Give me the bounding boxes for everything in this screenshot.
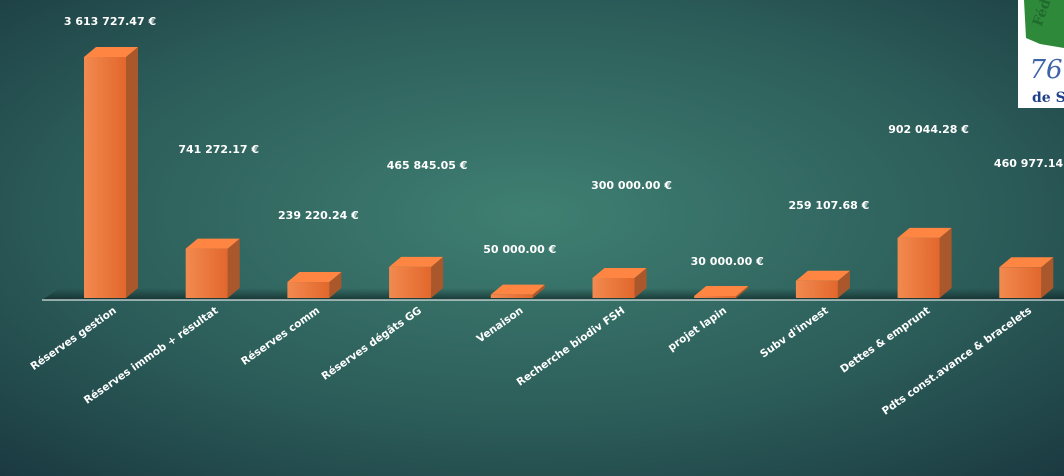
- logo-text: de S: [1032, 90, 1064, 106]
- bar: [694, 295, 737, 298]
- logo: Féd 76 de S: [1018, 0, 1064, 108]
- bar-side: [532, 284, 545, 298]
- value-label: 902 044.28 €: [888, 123, 969, 136]
- bar-top: [389, 256, 444, 267]
- bar-side: [634, 267, 647, 298]
- bar-top: [999, 257, 1054, 268]
- bar: [389, 266, 432, 298]
- value-label: 460 977.14 €: [994, 157, 1064, 170]
- bar-side: [1041, 257, 1054, 298]
- value-label: 239 220.24 €: [278, 209, 359, 222]
- bar-side: [939, 227, 952, 298]
- bar: [897, 237, 940, 298]
- bar-top: [84, 47, 138, 57]
- bar-side: [837, 270, 850, 298]
- bar-side: [329, 272, 342, 298]
- bar-top: [694, 285, 749, 296]
- bar: [795, 280, 838, 298]
- value-label: 3 613 727.47 €: [64, 15, 156, 28]
- bar-side: [227, 238, 240, 298]
- bar-top: [592, 267, 647, 278]
- value-label: 465 845.05 €: [387, 159, 468, 172]
- bar: [287, 282, 330, 298]
- bar-top: [287, 272, 342, 283]
- logo-emblem: [1024, 0, 1064, 48]
- value-label: 50 000.00 €: [483, 243, 556, 256]
- bar-top: [490, 284, 545, 295]
- bar: [999, 267, 1042, 298]
- value-label: 741 272.17 €: [178, 143, 259, 156]
- bar-top: [897, 227, 952, 238]
- value-label: 30 000.00 €: [691, 255, 764, 268]
- bar: [185, 248, 228, 298]
- bar-top: [185, 238, 240, 249]
- bar-side: [431, 256, 444, 298]
- bar: [490, 294, 533, 298]
- bar-side: [736, 285, 749, 298]
- bar: [592, 277, 635, 298]
- bar-top: [795, 270, 850, 281]
- value-label: 259 107.68 €: [789, 199, 870, 212]
- bar: [84, 57, 126, 298]
- logo-number: 76: [1029, 55, 1062, 85]
- value-label: 300 000.00 €: [591, 179, 672, 192]
- bar-side: [126, 47, 138, 298]
